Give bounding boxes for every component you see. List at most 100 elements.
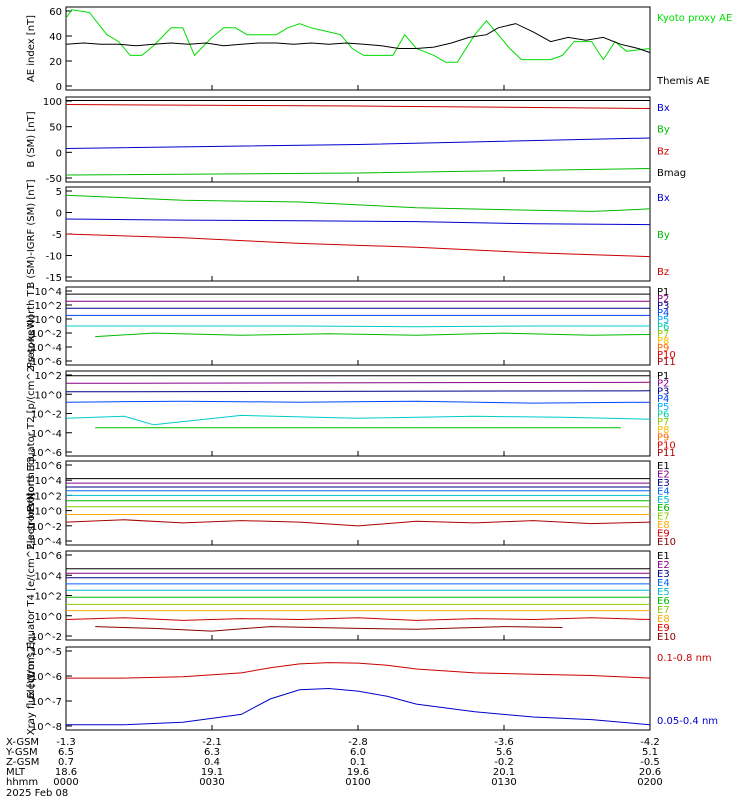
y-axis-label: Xray flux [W/m^2]: [26, 642, 37, 736]
y-tick-label: 10^2: [35, 371, 62, 382]
legend-entry: P1: [657, 287, 669, 298]
y-tick-label: 10^6: [35, 461, 62, 472]
x-axis-row-value: 19.6: [347, 767, 369, 778]
x-axis-row-value: -2.8: [348, 737, 368, 748]
y-tick-label: 0: [56, 82, 62, 93]
series-line-4: [65, 414, 651, 426]
series-line-1: [65, 168, 651, 176]
x-axis-row-label: Y-GSM: [5, 747, 38, 758]
x-axis-row-value: 20.6: [639, 767, 661, 778]
legend-entry: P8: [657, 336, 669, 347]
legend-entry: E7: [657, 512, 670, 523]
y-tick-label: 10^6: [35, 551, 62, 562]
y-tick-label: 10^-2: [31, 522, 62, 533]
series-line-0: [65, 137, 651, 149]
x-axis-row-value: 19.1: [201, 767, 223, 778]
legend-entry: P3: [657, 386, 669, 397]
series-line-1: [65, 23, 651, 54]
legend-entry: P4: [657, 394, 669, 405]
x-axis-row-value: 0.1: [350, 757, 366, 768]
y-tick-label: -5: [52, 230, 62, 241]
legend-entry: Bx: [657, 103, 670, 114]
panel-frame: [65, 186, 651, 282]
x-axis-row-value: 0030: [199, 777, 224, 788]
panel-frame: [65, 370, 651, 457]
y-tick-label: 10^-6: [31, 448, 62, 459]
legend-entry: P4: [657, 308, 669, 319]
x-axis-row-value: -0.2: [494, 757, 514, 768]
series-line-1: [65, 381, 651, 384]
series-line-8: [65, 617, 651, 621]
x-axis-row-value: 0200: [637, 777, 662, 788]
y-tick-label: 10^-6: [31, 357, 62, 368]
legend-entry: E2: [657, 469, 670, 480]
y-tick-label: 10^-2: [31, 410, 62, 421]
legend-entry: P8: [657, 425, 669, 436]
legend-entry: P7: [657, 417, 669, 428]
series-line-0: [65, 9, 651, 63]
series-line-2: [65, 233, 651, 258]
legend-entry: Bz: [657, 146, 669, 157]
legend-entry: E5: [657, 587, 670, 598]
legend-entry: Bx: [657, 193, 670, 204]
legend-entry: E8: [657, 614, 670, 625]
legend-entry: 0.05-0.4 nm: [657, 716, 718, 727]
y-tick-label: 10^-4: [31, 537, 62, 548]
series-line-9: [95, 626, 563, 632]
legend-entry: E4: [657, 486, 670, 497]
panel-frame: [65, 550, 651, 641]
x-axis-row-value: 6.3: [204, 747, 220, 758]
x-axis-row-value: -1.3: [56, 737, 76, 748]
legend-entry: P5: [657, 402, 669, 413]
panel-0: 60 40 20 0 AE index [nT] Kyoto proxy AE Themis…: [26, 6, 732, 93]
y-tick-label: 10^-7: [31, 697, 62, 708]
legend-entry: P9: [657, 433, 669, 444]
legend-entry: Bz: [657, 267, 669, 278]
legend-entry: P5: [657, 315, 669, 326]
y-tick-label: -15: [46, 273, 62, 284]
series-line-0: [65, 194, 651, 212]
y-tick-label: 10^-2: [31, 329, 62, 340]
y-tick-label: 50: [49, 123, 62, 134]
y-tick-label: 10^0: [35, 507, 62, 518]
y-axis-label: Protons Equator T2 [p/(cm^2-s-sr-keV)]: [26, 315, 37, 512]
y-tick-label: 10^0: [35, 390, 62, 401]
y-tick-label: 0: [56, 148, 62, 159]
y-tick-label: 10^4: [35, 476, 62, 487]
legend-entry: P7: [657, 329, 669, 340]
x-axis-row-value: 20.1: [493, 767, 515, 778]
y-tick-label: 10^2: [35, 491, 62, 502]
legend-entry: P11: [657, 357, 676, 368]
footer-date: 2025 Feb 08: [6, 788, 68, 799]
y-tick-label: 40: [49, 32, 62, 43]
y-tick-label: 0: [56, 209, 62, 220]
series-line-0: [66, 662, 651, 679]
series-line-2: [65, 104, 651, 109]
series-line-1: [66, 687, 651, 726]
x-axis-row-value: 0.7: [58, 757, 74, 768]
series-line-1: [65, 218, 651, 226]
legend-entry: E2: [657, 560, 670, 571]
y-tick-label: 10^2: [35, 301, 62, 312]
series-line-2: [65, 390, 651, 393]
x-axis-row-value: -3.6: [494, 737, 514, 748]
x-axis-row-value: 0.4: [204, 757, 220, 768]
x-axis-row-label: Z-GSM: [6, 757, 39, 768]
y-tick-label: 5: [56, 187, 62, 198]
y-tick-label: 60: [49, 7, 62, 18]
panel-frame: [65, 6, 651, 91]
x-axis-row-label: hhmm: [6, 777, 38, 788]
legend-entry: By: [657, 125, 670, 136]
y-tick-label: 10^-8: [31, 722, 62, 733]
legend-entry: Bmag: [657, 168, 686, 179]
legend-entry: P1: [657, 371, 669, 382]
y-tick-label: -10: [46, 252, 62, 263]
x-axis-row-label: X-GSM: [6, 737, 39, 748]
legend-entry: By: [657, 230, 670, 241]
x-axis-row-value: 5.6: [496, 747, 512, 758]
x-axis-row-value: -2.1: [202, 737, 222, 748]
legend-entry: E9: [657, 529, 670, 540]
